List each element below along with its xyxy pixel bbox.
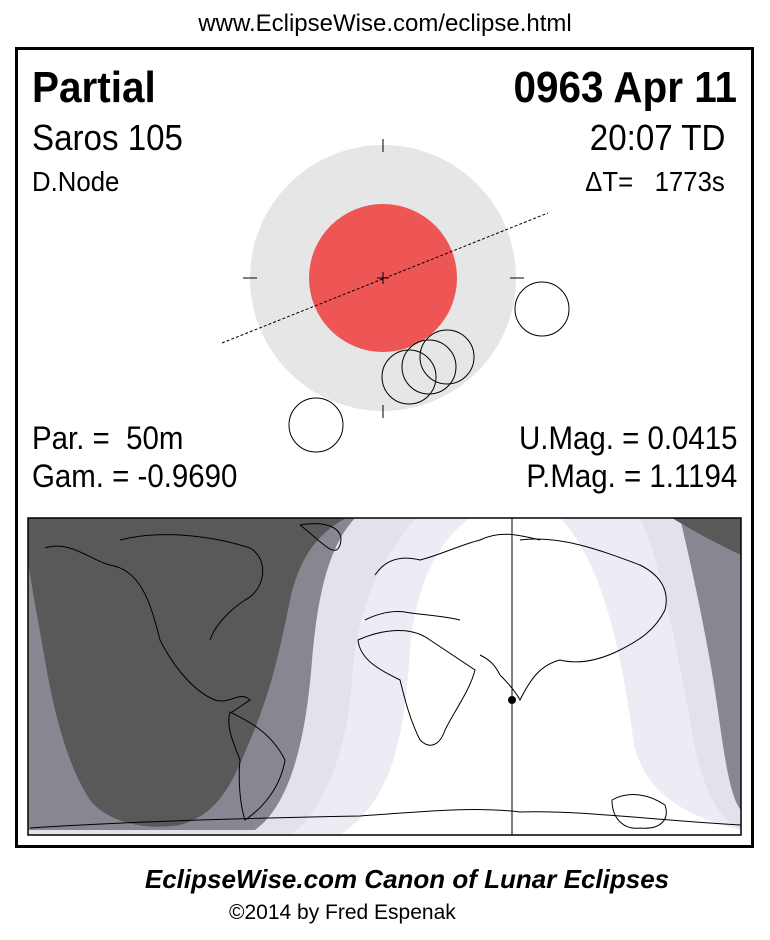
source-url: www.EclipseWise.com/eclipse.html xyxy=(198,10,572,37)
moon-u4 xyxy=(419,329,475,385)
gamma: Gam. = -0.9690 xyxy=(32,458,238,494)
delta-t: ΔT= 1773s xyxy=(585,166,725,197)
umbral-magnitude: U.Mag. = 0.0415 xyxy=(518,420,737,456)
moon-path xyxy=(221,212,549,344)
node: D.Node xyxy=(32,166,120,197)
moon-max xyxy=(401,339,457,395)
eclipse-type: Partial xyxy=(32,63,156,112)
moon-u1 xyxy=(381,349,437,405)
footer-title: EclipseWise.com Canon of Lunar Eclipses xyxy=(144,864,670,894)
copyright: ©2014 by Fred Espenak xyxy=(229,901,456,924)
moon-positions xyxy=(288,281,570,453)
eclipse-diagram xyxy=(221,139,570,453)
penumbral-magnitude: P.Mag. = 1.1194 xyxy=(526,458,737,494)
saros-number: Saros 105 xyxy=(32,117,183,158)
moon-p1 xyxy=(288,397,344,453)
eclipse-panel xyxy=(15,47,754,848)
moon-p4 xyxy=(514,281,570,337)
axis-ticks xyxy=(243,139,524,418)
eclipse-date: 0963 Apr 11 xyxy=(513,63,737,112)
partial-duration: Par. = 50m xyxy=(32,420,184,456)
eclipse-time: 20:07 TD xyxy=(589,117,725,158)
